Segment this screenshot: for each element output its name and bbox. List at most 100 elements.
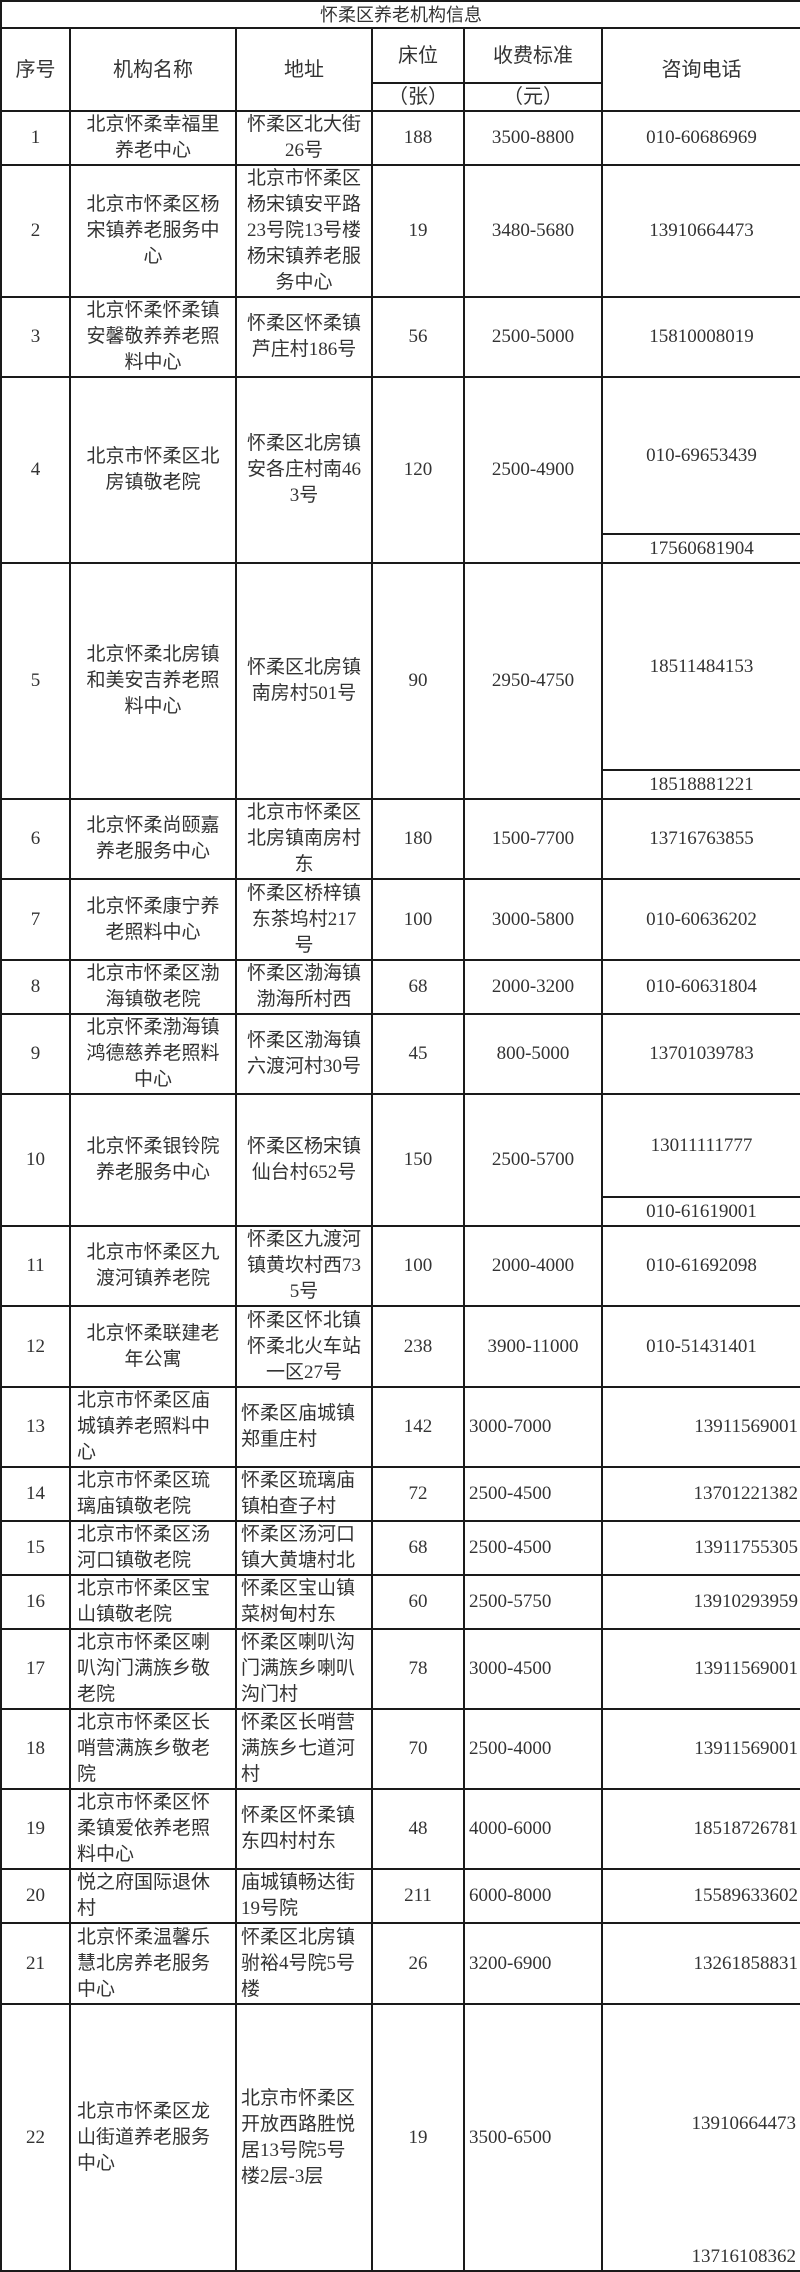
address-cell: 北京市怀柔区杨宋镇安平路23号院13号楼杨宋镇养老服务中心: [235, 164, 373, 298]
address-cell: 怀柔区杨宋镇仙台村652号: [235, 1093, 373, 1227]
row-id-cell: 20: [0, 1868, 71, 1924]
row-id-cell: 17: [0, 1628, 71, 1710]
header-fee-unit: （元）: [463, 82, 603, 112]
table-row: 13 北京市怀柔区庙城镇养老照料中心 怀柔区庙城镇郑重庄村 142 3000-7000 1…: [0, 1386, 800, 1468]
table-row: 8 北京市怀柔区渤海镇敬老院 怀柔区渤海镇渤海所村西 68 2000-3200 010-6…: [0, 959, 800, 1015]
institution-name-cell: 北京怀柔联建老年公寓: [69, 1305, 237, 1388]
phone-cell: 13011111777 010-61619001: [600, 1093, 800, 1227]
phone-cell: 010-61692098: [600, 1225, 800, 1307]
fee-cell: 2500-5750: [463, 1574, 603, 1630]
row-id-cell: 3: [0, 296, 71, 378]
table-row: 22 北京市怀柔区龙山街道养老服务中心 北京市怀柔区开放西路胜悦居13号院5号楼2层…: [0, 2003, 800, 2272]
institution-name-cell: 北京市怀柔区喇叭沟门满族乡敬老院: [69, 1628, 237, 1710]
row-id-cell: 9: [0, 1013, 71, 1095]
institution-name-cell: 北京市怀柔区庙城镇养老照料中心: [69, 1386, 237, 1468]
beds-cell: 238: [371, 1305, 465, 1388]
table-row: 6 北京怀柔尚颐嘉养老服务中心 北京市怀柔区北房镇南房村东 180 1500-7700 1…: [0, 798, 800, 880]
row-id-cell: 22: [0, 2003, 71, 2272]
beds-cell: 48: [371, 1788, 465, 1870]
table-row: 7 北京怀柔康宁养老照料中心 怀柔区桥梓镇东茶坞村217号 100 3000-5800 0…: [0, 878, 800, 961]
phone-cell: 010-51431401: [600, 1305, 800, 1388]
fee-cell: 3000-5800: [463, 878, 603, 961]
institution-name-cell: 北京怀柔幸福里养老中心: [69, 110, 237, 166]
phone-number: 13910664473: [691, 2113, 797, 2134]
phone-cell: 13910664473: [600, 164, 800, 298]
phone-cell: 13911569001: [600, 1386, 800, 1468]
address-cell: 怀柔区北大街26号: [235, 110, 373, 166]
header-name: 机构名称: [69, 27, 237, 112]
table-title: 怀柔区养老机构信息: [0, 0, 800, 29]
header-id: 序号: [0, 27, 71, 112]
header-fee: 收费标准: [463, 27, 603, 84]
fee-cell: 6000-8000: [463, 1868, 603, 1924]
table-row: 15 北京市怀柔区汤河口镇敬老院 怀柔区汤河口镇大黄塘村北 68 2500-4500 13…: [0, 1520, 800, 1576]
institution-name-cell: 北京市怀柔区琉璃庙镇敬老院: [69, 1466, 237, 1522]
fee-cell: 2000-4000: [463, 1225, 603, 1307]
institution-name-cell: 北京怀柔温馨乐慧北房养老服务中心: [69, 1922, 237, 2005]
table-body: 1 北京怀柔幸福里养老中心 怀柔区北大街26号 188 3500-8800 010-606…: [0, 110, 800, 2272]
institution-name-cell: 北京市怀柔区怀柔镇爱依养老照料中心: [69, 1788, 237, 1870]
fee-cell: 2500-5700: [463, 1093, 603, 1227]
fee-cell: 2500-4500: [463, 1520, 603, 1576]
phone-cell: 13701039783: [600, 1013, 800, 1095]
fee-cell: 2000-3200: [463, 959, 603, 1015]
row-id-cell: 7: [0, 878, 71, 961]
row-id-cell: 12: [0, 1305, 71, 1388]
phone-cell: 010-60686969: [600, 110, 800, 166]
row-id-cell: 19: [0, 1788, 71, 1870]
address-cell: 怀柔区怀柔镇东四村村东: [235, 1788, 373, 1870]
address-cell: 怀柔区怀柔镇芦庄村186号: [235, 296, 373, 378]
table-row: 21 北京怀柔温馨乐慧北房养老服务中心 怀柔区北房镇驸裕4号院5号楼 26 3200-6…: [0, 1922, 800, 2005]
beds-cell: 120: [371, 376, 465, 564]
phone-cell: 13911569001: [600, 1708, 800, 1790]
row-id-cell: 21: [0, 1922, 71, 2005]
beds-cell: 100: [371, 1225, 465, 1307]
row-id-cell: 5: [0, 562, 71, 800]
fee-cell: 1500-7700: [463, 798, 603, 880]
beds-cell: 45: [371, 1013, 465, 1095]
beds-cell: 72: [371, 1466, 465, 1522]
phone-cell: 13910293959: [600, 1574, 800, 1630]
phone-number: 13011111777: [650, 1134, 753, 1156]
beds-cell: 56: [371, 296, 465, 378]
institution-name-cell: 北京市怀柔区龙山街道养老服务中心: [69, 2003, 237, 2272]
beds-cell: 19: [371, 2003, 465, 2272]
table-row: 4 北京市怀柔区北房镇敬老院 怀柔区北房镇安各庄村南463号 120 2500-4900…: [0, 376, 800, 564]
address-cell: 庙城镇畅达街19号院: [235, 1868, 373, 1924]
table-row: 14 北京市怀柔区琉璃庙镇敬老院 怀柔区琉璃庙镇柏查子村 72 2500-4500 137…: [0, 1466, 800, 1522]
row-id-cell: 16: [0, 1574, 71, 1630]
table-row: 16 北京市怀柔区宝山镇敬老院 怀柔区宝山镇菜树甸村东 60 2500-5750 1391…: [0, 1574, 800, 1630]
institution-name-cell: 北京市怀柔区北房镇敬老院: [69, 376, 237, 564]
row-id-cell: 13: [0, 1386, 71, 1468]
header-address: 地址: [235, 27, 373, 112]
beds-cell: 100: [371, 878, 465, 961]
phone-number: 18511484153: [649, 655, 754, 677]
beds-cell: 19: [371, 164, 465, 298]
institution-name-cell: 北京怀柔康宁养老照料中心: [69, 878, 237, 961]
fee-cell: 3900-11000: [463, 1305, 603, 1388]
phone-number: 18518881221: [604, 769, 800, 797]
fee-cell: 3500-6500: [463, 2003, 603, 2272]
phone-cell: 18518726781: [600, 1788, 800, 1870]
institution-name-cell: 北京市怀柔区宝山镇敬老院: [69, 1574, 237, 1630]
fee-cell: 3500-8800: [463, 110, 603, 166]
address-cell: 怀柔区桥梓镇东茶坞村217号: [235, 878, 373, 961]
institution-name-cell: 北京怀柔北房镇和美安吉养老照料中心: [69, 562, 237, 800]
header-beds-unit: （张）: [371, 82, 465, 112]
phone-cell: 13911755305: [600, 1520, 800, 1576]
address-cell: 怀柔区喇叭沟门满族乡喇叭沟门村: [235, 1628, 373, 1710]
table-row: 11 北京市怀柔区九渡河镇养老院 怀柔区九渡河镇黄坎村西735号 100 2000-40…: [0, 1225, 800, 1307]
beds-cell: 188: [371, 110, 465, 166]
institution-name-cell: 北京怀柔尚颐嘉养老服务中心: [69, 798, 237, 880]
fee-cell: 3200-6900: [463, 1922, 603, 2005]
phone-number: 010-61619001: [604, 1196, 800, 1224]
institution-name-cell: 北京市怀柔区九渡河镇养老院: [69, 1225, 237, 1307]
phone-cell: 13716763855: [600, 798, 800, 880]
phone-number: 13716108362: [691, 2246, 797, 2267]
table-row: 18 北京市怀柔区长哨营满族乡敬老院 怀柔区长哨营满族乡七道河村 70 2500-400…: [0, 1708, 800, 1790]
address-cell: 怀柔区北房镇南房村501号: [235, 562, 373, 800]
phone-cell: 010-60636202: [600, 878, 800, 961]
row-id-cell: 8: [0, 959, 71, 1015]
fee-cell: 2500-4500: [463, 1466, 603, 1522]
institution-name-cell: 北京怀柔渤海镇鸿德慈养老照料中心: [69, 1013, 237, 1095]
